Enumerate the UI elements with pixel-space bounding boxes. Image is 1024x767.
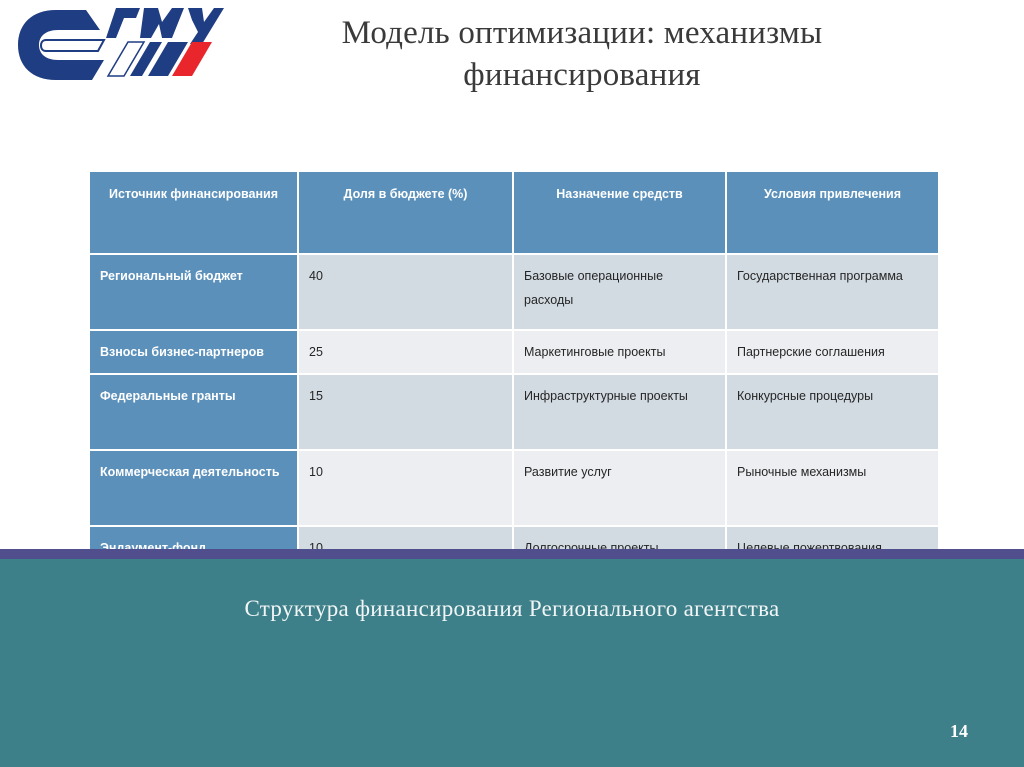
cell-purpose: Базовые операционные расходы (514, 255, 725, 329)
table-row: Региональный бюджет 40 Базовые операцион… (90, 255, 938, 329)
sgmu-logo (12, 4, 224, 88)
cell-purpose: Маркетинговые проекты (514, 331, 725, 374)
cell-source: Федеральные гранты (90, 375, 297, 450)
table-header-row: Источник финансирования Доля в бюджете (… (90, 172, 938, 253)
cell-conditions: Конкурсные процедуры (727, 375, 938, 450)
slide-title-line-1: Модель оптимизации: механизмы (341, 15, 823, 51)
column-header-conditions: Условия привлечения (727, 172, 938, 253)
cell-source: Взносы бизнес-партнеров (90, 331, 297, 374)
cell-purpose: Инфраструктурные проекты (514, 375, 725, 450)
funding-table-container: Источник финансирования Доля в бюджете (… (88, 170, 938, 572)
slide-title-line-2: финансирования (463, 57, 701, 94)
cell-share: 25 (299, 331, 512, 374)
accent-stripe (0, 549, 1024, 559)
cell-share: 40 (299, 255, 512, 329)
column-header-purpose: Назначение средств (514, 172, 725, 253)
page-number: 14 (950, 721, 968, 741)
cell-share: 10 (299, 451, 512, 526)
cell-purpose: Развитие услуг (514, 451, 725, 526)
cell-conditions: Партнерские соглашения (727, 331, 938, 374)
cell-source: Региональный бюджет (90, 255, 297, 329)
table-row: Федеральные гранты 15 Инфраструктурные п… (90, 375, 938, 450)
logo-artwork (18, 8, 224, 80)
column-header-source: Источник финансирования (90, 172, 297, 253)
cell-conditions: Рыночные механизмы (727, 451, 938, 526)
slide-title: Модель оптимизации: механизмы финансиров… (232, 12, 932, 96)
funding-table: Источник финансирования Доля в бюджете (… (88, 170, 940, 572)
cell-conditions: Государственная программа (727, 255, 938, 329)
table-row: Взносы бизнес-партнеров 25 Маркетинговые… (90, 331, 938, 374)
column-header-share: Доля в бюджете (%) (299, 172, 512, 253)
caption-band: Структура финансирования Регионального а… (0, 559, 1024, 767)
table-row: Коммерческая деятельность 10 Развитие ус… (90, 451, 938, 526)
cell-share: 15 (299, 375, 512, 450)
caption-text: Структура финансирования Регионального а… (244, 596, 780, 621)
cell-source: Коммерческая деятельность (90, 451, 297, 526)
